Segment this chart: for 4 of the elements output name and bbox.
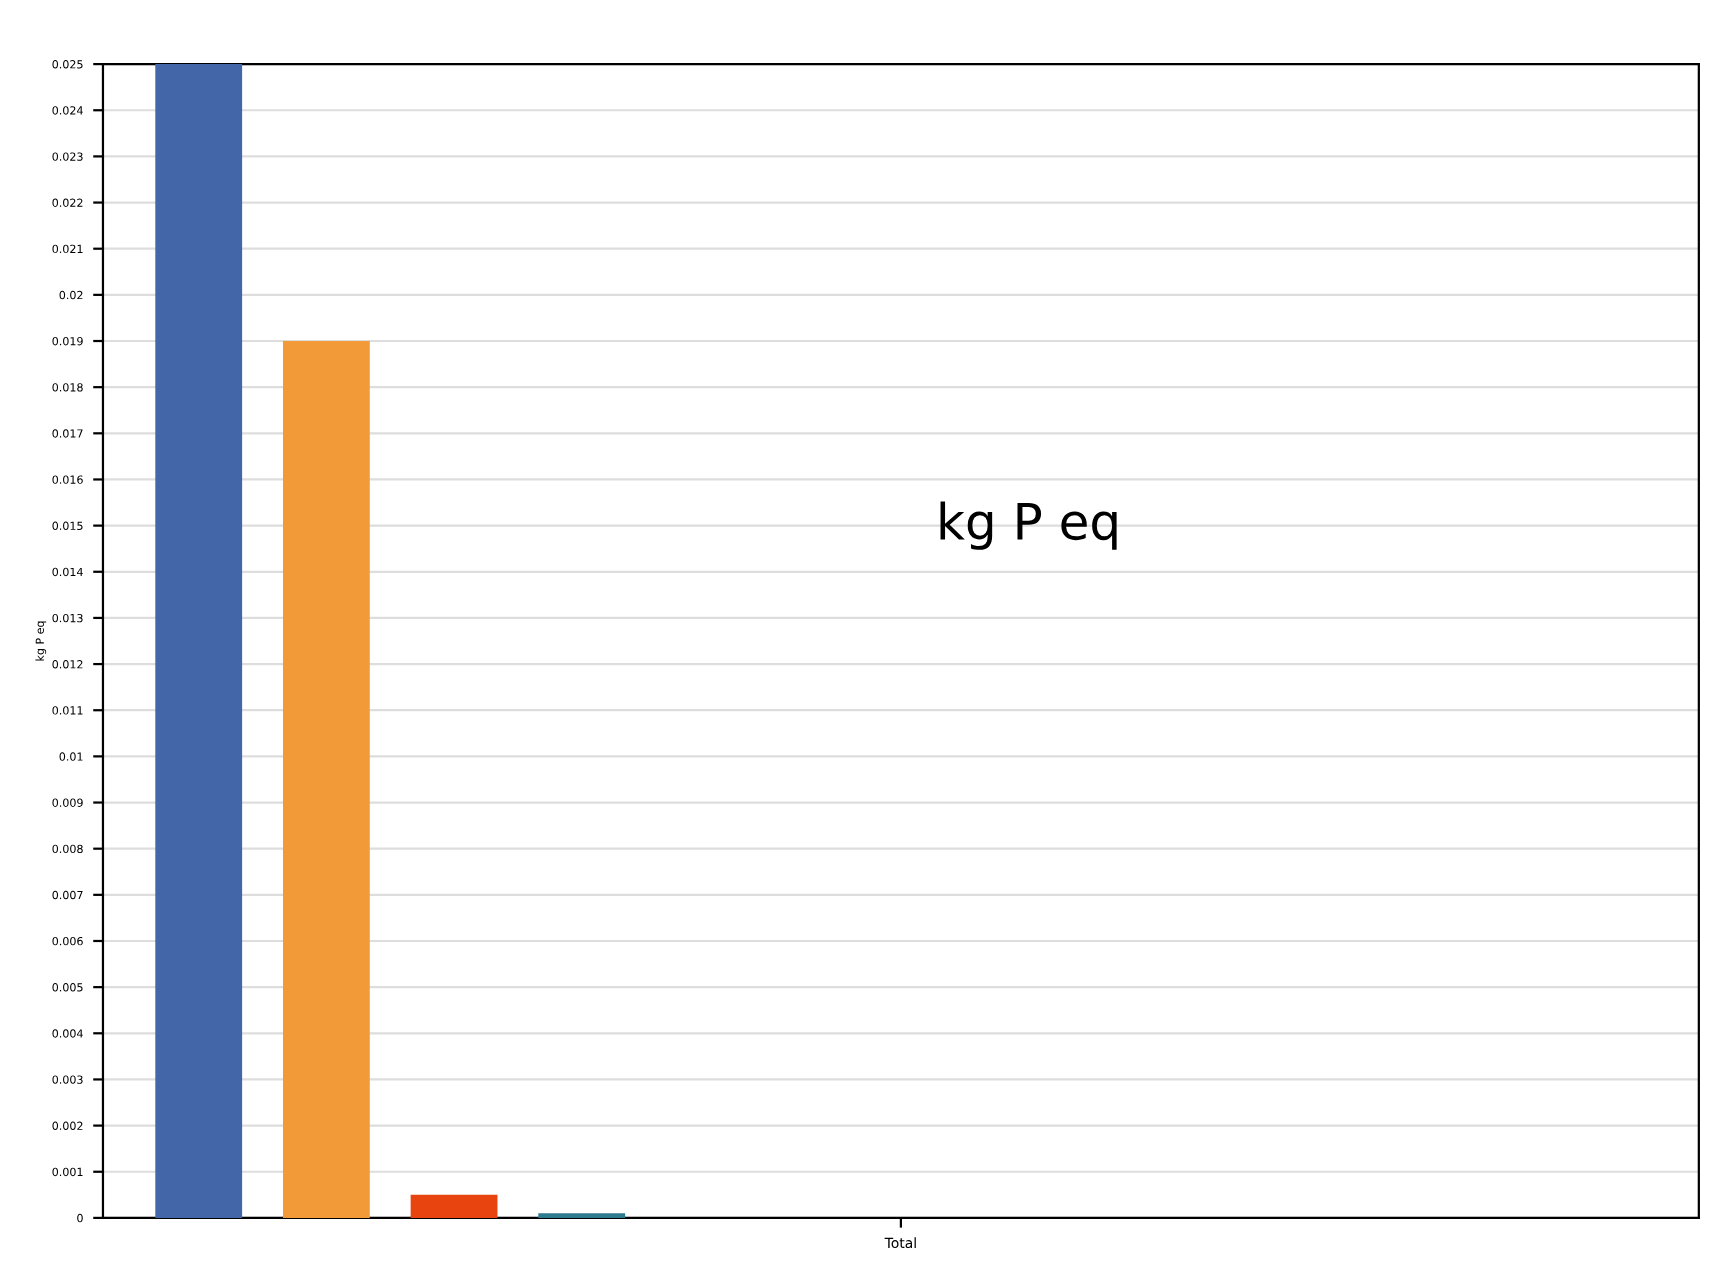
bar [410, 1194, 498, 1218]
annotation: kg P eq [940, 501, 1117, 550]
bar [282, 341, 370, 1218]
bar [155, 64, 243, 1218]
